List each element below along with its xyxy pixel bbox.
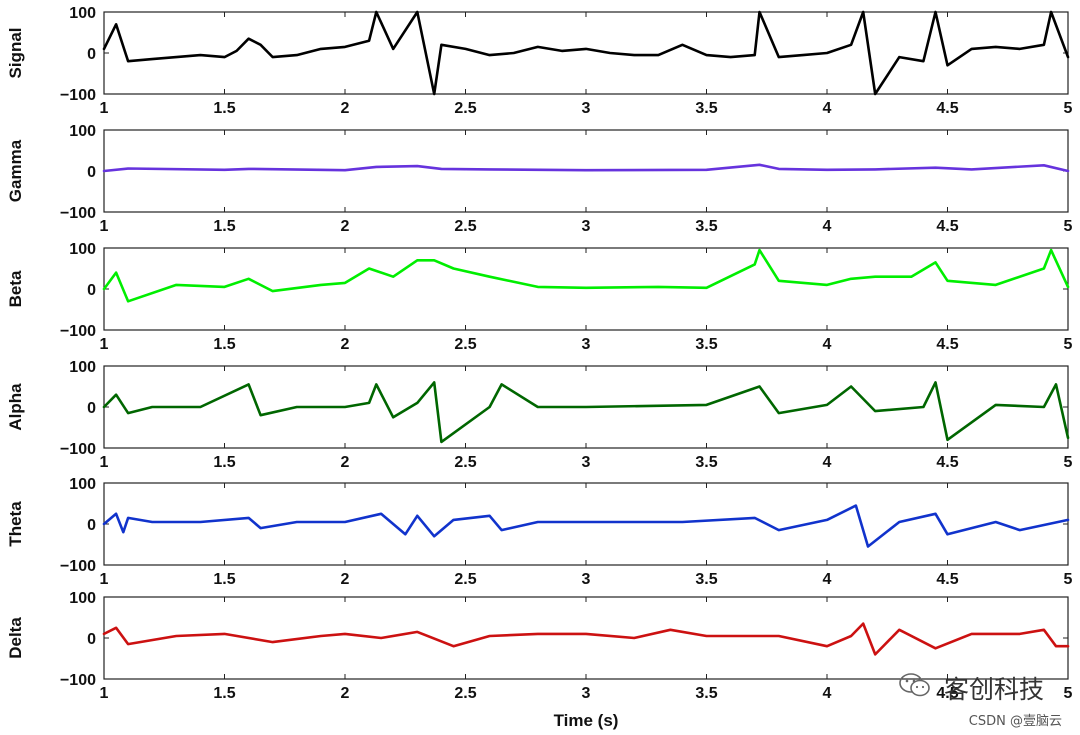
- x-tick-label: 2.5: [454, 100, 476, 117]
- x-tick-label: 1.5: [213, 100, 235, 117]
- y-tick-label: 0: [87, 46, 96, 63]
- panel-ylabel: Alpha: [6, 383, 25, 431]
- panel-frame: [103, 482, 1069, 566]
- x-tick-label: 4: [823, 571, 832, 588]
- series-line-alpha: [102, 381, 1070, 444]
- y-tick-label: −100: [60, 87, 96, 104]
- x-tick-label: 4: [823, 218, 832, 235]
- x-tick-label: 2: [341, 100, 350, 117]
- panel-frame: [103, 11, 1069, 95]
- x-tick-label: 3: [582, 100, 591, 117]
- x-tick-label: 1.5: [213, 218, 235, 235]
- x-tick-label: 4: [823, 336, 832, 353]
- x-tick-label: 1: [100, 571, 109, 588]
- x-tick-label: 4.5: [936, 454, 958, 471]
- x-tick-label: 5: [1064, 100, 1073, 117]
- x-tick-label: 4.5: [936, 685, 958, 702]
- x-tick-label: 2.5: [454, 454, 476, 471]
- y-tick-label: 0: [87, 517, 96, 534]
- x-tick-label: 3.5: [695, 571, 717, 588]
- x-tick-label: 2.5: [454, 685, 476, 702]
- x-tick-label: 2: [341, 685, 350, 702]
- watermark-source: CSDN @壹脑云: [968, 714, 1062, 729]
- panel-ylabel: Gamma: [6, 139, 25, 202]
- x-tick-label: 4.5: [936, 336, 958, 353]
- y-tick-label: 100: [69, 476, 96, 493]
- y-tick-label: 0: [87, 400, 96, 417]
- y-tick-label: 0: [87, 631, 96, 648]
- panel-ylabel: Delta: [6, 617, 25, 659]
- x-tick-label: 3: [582, 218, 591, 235]
- x-tick-label: 1: [100, 336, 109, 353]
- x-tick-label: 5: [1064, 571, 1073, 588]
- x-axis-label: Time (s): [554, 711, 619, 730]
- series-line-beta: [102, 248, 1070, 303]
- x-tick-label: 3.5: [695, 336, 717, 353]
- x-tick-label: 2.5: [454, 336, 476, 353]
- y-tick-label: −100: [60, 205, 96, 222]
- y-tick-label: −100: [60, 558, 96, 575]
- x-tick-label: 3.5: [695, 218, 717, 235]
- series-line-gamma: [102, 163, 1070, 173]
- x-tick-label: 3.5: [695, 685, 717, 702]
- x-tick-label: 4.5: [936, 100, 958, 117]
- watermark-text: 客创科技: [943, 675, 1044, 704]
- x-tick-label: 1: [100, 218, 109, 235]
- x-tick-label: 3.5: [695, 454, 717, 471]
- x-tick-label: 4: [823, 100, 832, 117]
- y-tick-label: −100: [60, 323, 96, 340]
- x-tick-label: 3: [582, 454, 591, 471]
- y-tick-label: 0: [87, 282, 96, 299]
- x-tick-label: 4: [823, 685, 832, 702]
- y-tick-label: −100: [60, 672, 96, 689]
- x-tick-label: 1.5: [213, 454, 235, 471]
- x-tick-label: 1: [100, 685, 109, 702]
- x-tick-label: 2: [341, 218, 350, 235]
- x-tick-label: 1.5: [213, 571, 235, 588]
- y-tick-label: 100: [69, 123, 96, 140]
- x-tick-label: 4: [823, 454, 832, 471]
- x-tick-label: 2: [341, 571, 350, 588]
- series-line-delta: [102, 622, 1070, 656]
- x-tick-label: 2: [341, 454, 350, 471]
- x-tick-label: 1: [100, 454, 109, 471]
- y-tick-label: 100: [69, 590, 96, 607]
- y-tick-label: −100: [60, 441, 96, 458]
- wechat-logo-icon: [899, 673, 930, 697]
- x-tick-label: 5: [1064, 685, 1073, 702]
- x-tick-label: 3: [582, 685, 591, 702]
- x-tick-label: 3.5: [695, 100, 717, 117]
- y-tick-label: 0: [87, 164, 96, 181]
- series-line-signal: [102, 10, 1070, 96]
- x-tick-label: 5: [1064, 218, 1073, 235]
- y-tick-label: 100: [69, 5, 96, 22]
- y-tick-label: 100: [69, 241, 96, 258]
- x-tick-label: 1.5: [213, 685, 235, 702]
- x-tick-label: 1.5: [213, 336, 235, 353]
- panel-ylabel: Beta: [6, 270, 25, 307]
- x-tick-label: 4.5: [936, 218, 958, 235]
- y-tick-label: 100: [69, 359, 96, 376]
- x-tick-label: 2.5: [454, 571, 476, 588]
- series-line-theta: [102, 504, 1070, 548]
- x-tick-label: 5: [1064, 336, 1073, 353]
- x-tick-label: 3: [582, 571, 591, 588]
- x-tick-label: 2: [341, 336, 350, 353]
- panel-ylabel: Theta: [6, 501, 25, 547]
- x-tick-label: 5: [1064, 454, 1073, 471]
- x-tick-label: 4.5: [936, 571, 958, 588]
- panel-ylabel: Signal: [6, 27, 25, 78]
- x-tick-label: 1: [100, 100, 109, 117]
- x-tick-label: 2.5: [454, 218, 476, 235]
- x-tick-label: 3: [582, 336, 591, 353]
